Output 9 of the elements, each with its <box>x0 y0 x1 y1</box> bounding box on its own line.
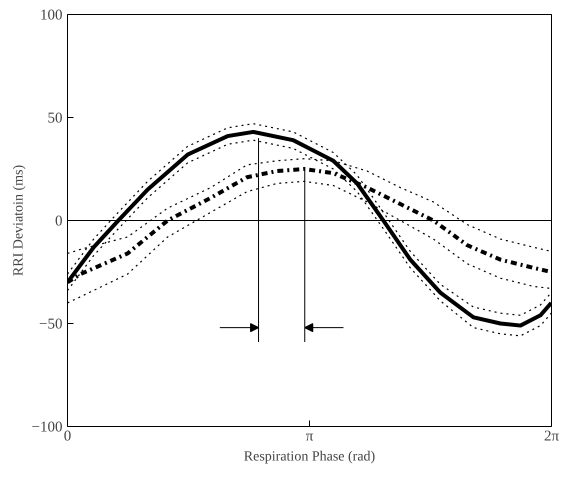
y-tick-label: 50 <box>48 110 62 126</box>
y-tick-label: −100 <box>32 420 63 436</box>
y-tick-label: 0 <box>55 214 62 230</box>
x-tick-label: π <box>306 428 314 444</box>
y-axis-title: RRI Deviatoin (ms) <box>12 164 27 276</box>
x-tick-label: 2π <box>544 428 560 444</box>
x-axis-title: Respiration Phase (rad) <box>244 450 376 464</box>
y-tick-label: −50 <box>39 316 63 332</box>
y-tick-label: 100 <box>40 8 62 24</box>
